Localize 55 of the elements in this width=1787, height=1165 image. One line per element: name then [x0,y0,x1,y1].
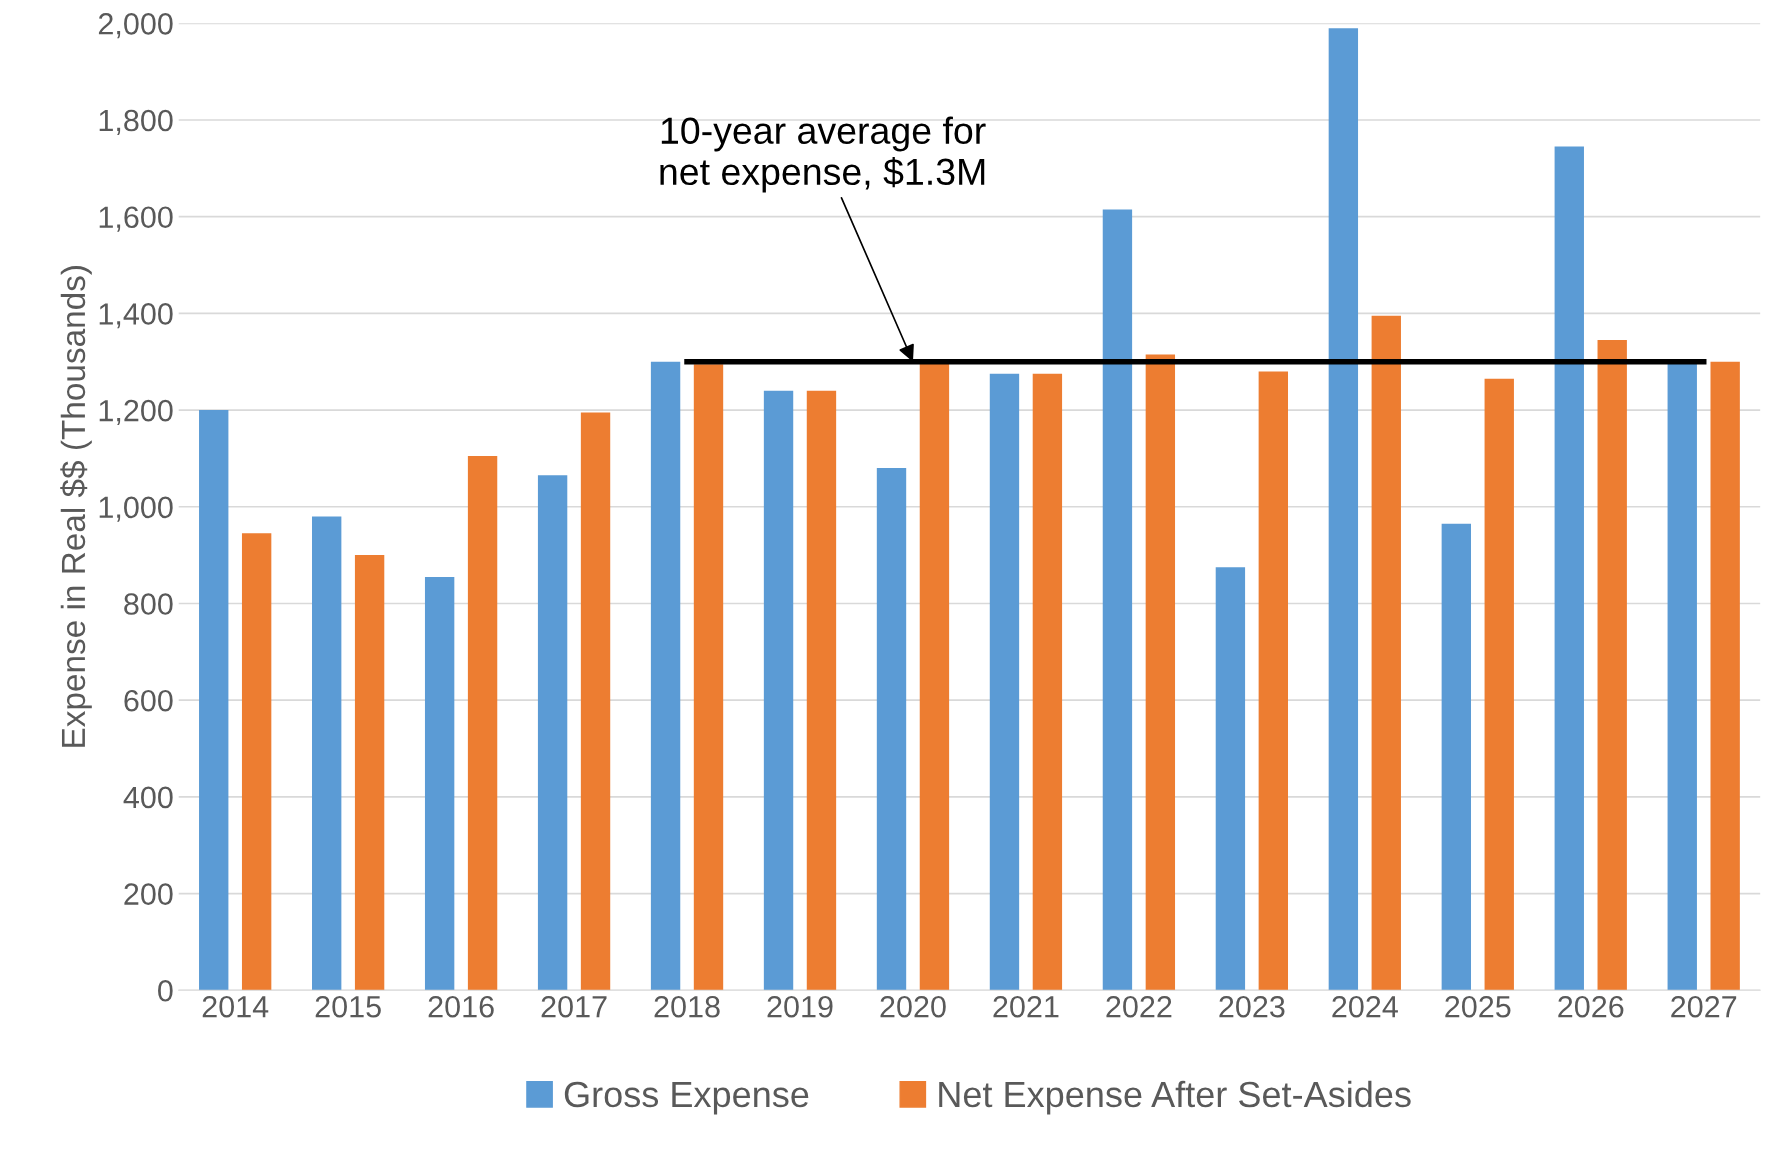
y-tick-label: 1,000 [99,496,173,522]
x-tick-label: 2016 [428,995,494,1018]
bar [1554,146,1584,991]
y-tick-label: 2,000 [98,13,173,39]
x-tick-label: 2025 [1445,995,1511,1018]
bar [763,390,794,991]
bar [1441,523,1472,991]
x-tick-label: 2024 [1332,995,1398,1018]
bar [1145,354,1176,991]
x-tick-label: 2015 [315,995,381,1018]
x-tick-label: 2022 [1106,995,1172,1018]
bar [312,516,342,991]
y-tick-label: 800 [124,593,173,615]
x-tick-label: 2026 [1558,995,1624,1018]
bar [1032,373,1063,991]
y-tick-label: 400 [123,786,173,809]
bar [1102,209,1133,991]
bar [424,576,455,991]
bar [580,412,611,991]
x-tick-label: 2020 [880,995,946,1018]
bar [467,456,498,991]
y-tick-label: 1,400 [99,303,173,329]
x-tick-label: 2019 [767,995,833,1018]
bar [1371,315,1401,991]
y-tick-label: 1,800 [99,109,173,135]
bar [1484,378,1514,991]
y-tick-label: 200 [124,883,173,905]
y-tick-label: 0 [158,979,173,1002]
bar [693,364,724,991]
legend-label: Gross Expense [564,1081,809,1115]
bar [1597,339,1627,991]
bar [1328,28,1359,991]
y-axis-title: Expense in Real $$ (Thousands) [60,266,92,747]
y-tick-label: 1,600 [99,206,173,232]
legend-label: Net Expense After Set-Asides [939,1080,1411,1115]
x-tick-label: 2021 [993,995,1059,1018]
x-tick-label: 2017 [541,995,607,1018]
x-tick-label: 2014 [202,995,269,1018]
x-tick-label: 2018 [654,995,720,1018]
x-tick-label: 2023 [1219,995,1285,1018]
y-tick-label: 600 [124,689,173,712]
bar [537,475,568,991]
bar [199,410,229,991]
bar [1710,361,1740,991]
bar [650,361,681,991]
bar [876,468,907,991]
annotation: 10-year average for net expense, $1.3M [660,116,986,193]
bar [1258,371,1289,991]
bar [241,533,272,991]
bar [1215,567,1246,991]
y-tick-label: 1,200 [99,399,173,426]
bar [354,555,385,991]
bar [989,373,1020,991]
bar [806,390,837,991]
x-tick-label: 2027 [1671,995,1737,1018]
